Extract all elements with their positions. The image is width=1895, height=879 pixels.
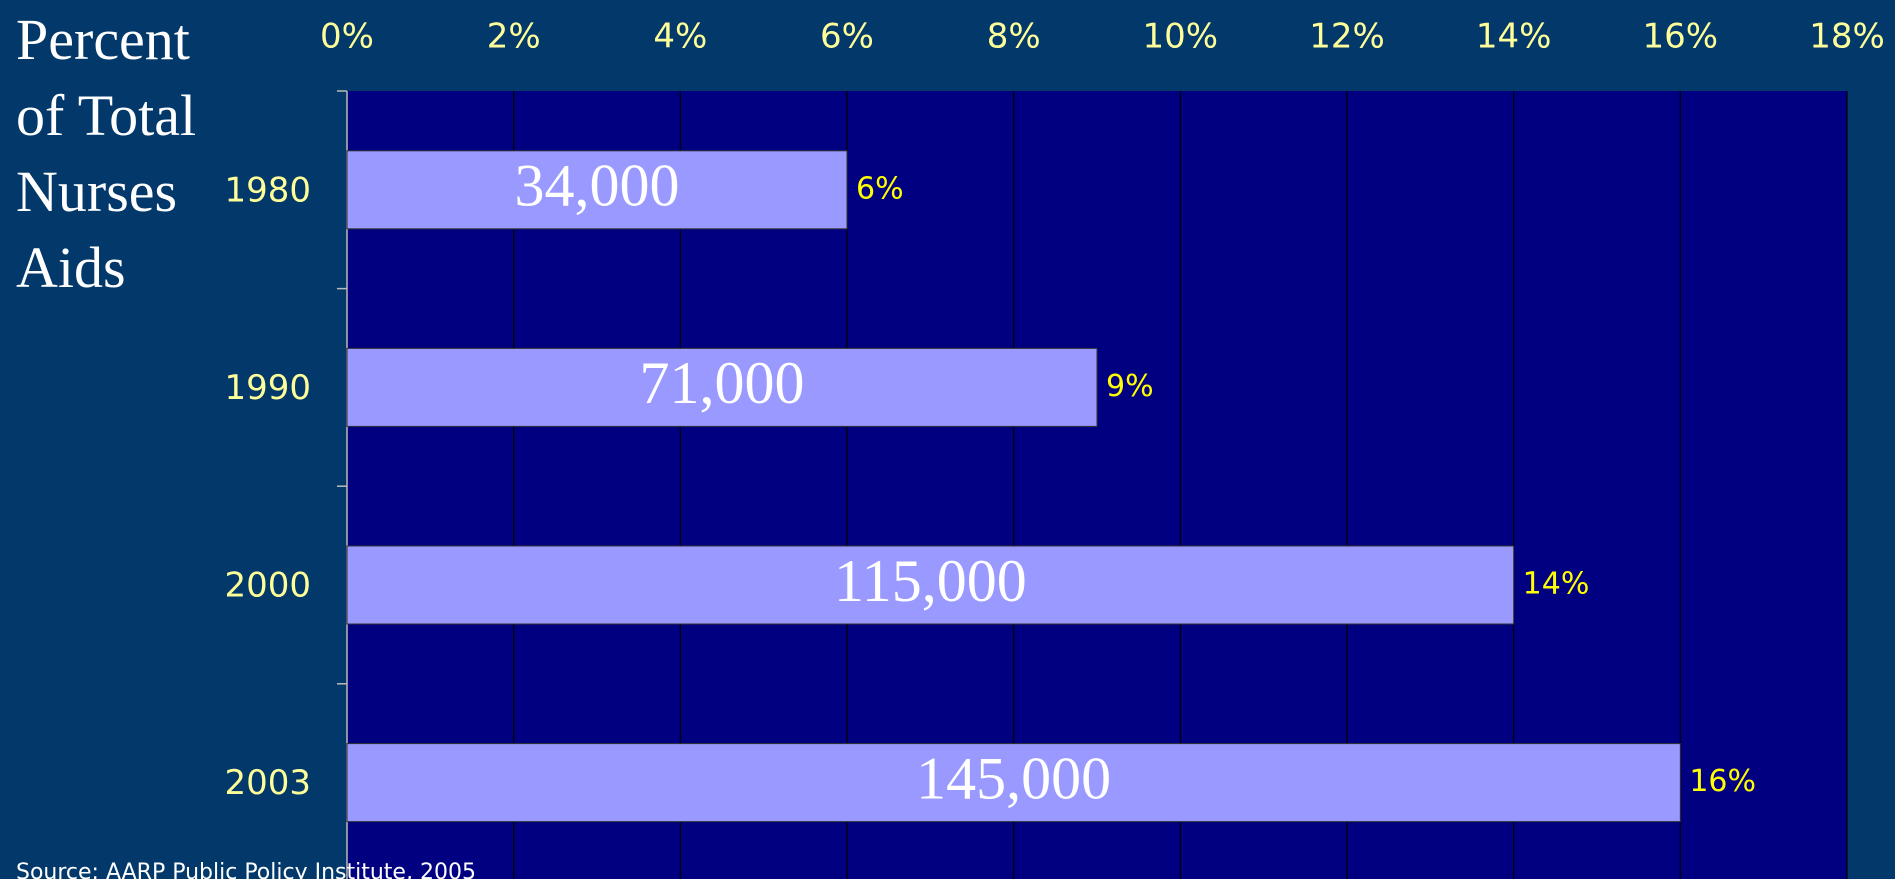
source: Source: AARP Public Policy Institute, 20… xyxy=(16,860,476,879)
axis-label: Percent of Total Nurses Aids xyxy=(16,7,197,300)
bar xyxy=(346,347,1098,427)
bar-label: 34,000 xyxy=(515,153,680,219)
y-tick-label: 2000 xyxy=(224,566,311,606)
x-tick-label: 8% xyxy=(987,17,1041,57)
y-tick-label: 2003 xyxy=(224,763,311,803)
bar xyxy=(346,545,1515,625)
x-tick-label: 12% xyxy=(1309,17,1385,57)
x-tick-label: 10% xyxy=(1143,17,1219,57)
x-tick-label: 6% xyxy=(820,17,874,57)
x-tick-label: 18% xyxy=(1809,17,1885,57)
x-tick-label: 0% xyxy=(320,17,374,57)
x-tick-label: 2% xyxy=(487,17,541,57)
bar xyxy=(346,150,848,230)
bar-label: 115,000 xyxy=(834,548,1027,614)
value-label: 9% xyxy=(1106,369,1154,404)
x-tick-label: 14% xyxy=(1476,17,1552,57)
value-label: 14% xyxy=(1523,567,1590,602)
value-label: 6% xyxy=(856,171,904,206)
y-tick-label: 1980 xyxy=(224,170,311,210)
bar-label: 145,000 xyxy=(916,745,1111,811)
x-tick-label: 4% xyxy=(653,17,707,57)
bar xyxy=(346,743,1681,823)
x-tick-label: 16% xyxy=(1643,17,1719,57)
value-label: 16% xyxy=(1689,764,1756,799)
bar-label: 71,000 xyxy=(640,350,805,416)
y-tick-label: 1990 xyxy=(224,368,311,408)
